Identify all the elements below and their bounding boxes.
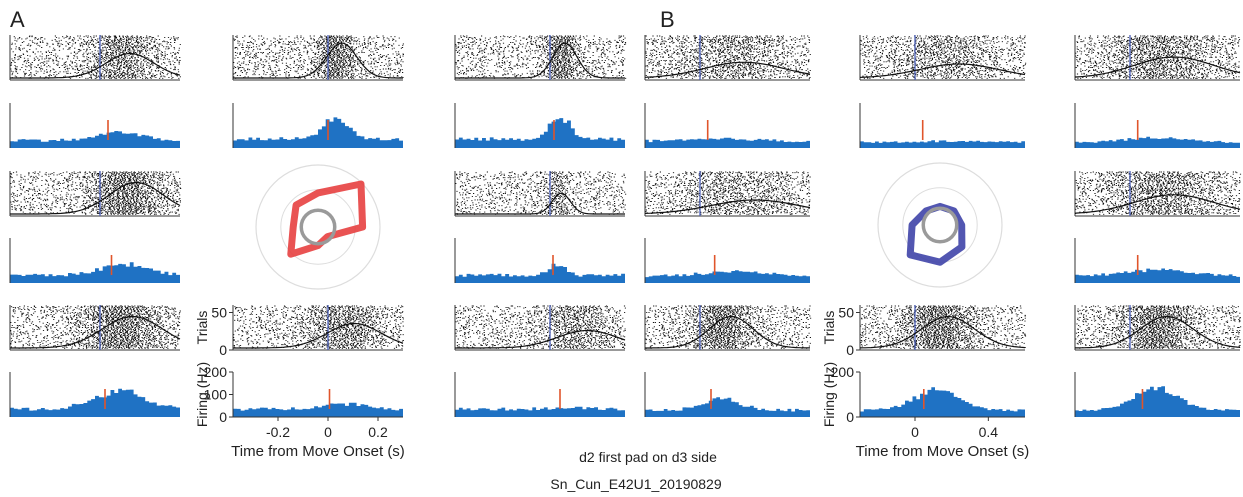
raster-spikes bbox=[1075, 305, 1242, 349]
psth-xlabel: Time from Move Onset (s) bbox=[856, 443, 1030, 460]
polar-tuning-b bbox=[877, 162, 1003, 288]
rate-curve bbox=[859, 63, 1026, 78]
psth-ytick-label: 200 bbox=[831, 364, 855, 380]
psth-bars bbox=[645, 397, 810, 417]
psth-bars bbox=[645, 270, 810, 283]
unit-B-8 bbox=[1074, 305, 1242, 417]
raster-spikes bbox=[455, 35, 627, 79]
psth-bars bbox=[233, 402, 403, 417]
psth-bars bbox=[860, 140, 1025, 148]
psth-bars bbox=[10, 262, 180, 283]
rate-curve bbox=[233, 42, 403, 79]
unit-B-3 bbox=[1074, 35, 1241, 148]
raster-spikes bbox=[10, 35, 181, 79]
raster-ytick-label: 0 bbox=[219, 342, 227, 358]
raster-ylabel: Trials bbox=[821, 311, 837, 345]
baseline-ring bbox=[299, 208, 337, 246]
raster-spikes bbox=[233, 305, 404, 349]
unit-B-4 bbox=[644, 171, 811, 283]
psth-xtick-label: 0 bbox=[911, 424, 919, 440]
psth-ytick-label: 100 bbox=[204, 387, 228, 403]
psth-bars bbox=[10, 131, 180, 148]
rate-curve bbox=[645, 315, 810, 349]
psth-xtick-label: 0.2 bbox=[368, 424, 388, 440]
raster-spikes bbox=[1075, 171, 1242, 215]
panel-label-b: B bbox=[660, 7, 675, 32]
panel-label-a: A bbox=[10, 7, 25, 32]
raster-spikes bbox=[645, 305, 812, 349]
unit-B-1 bbox=[644, 35, 811, 148]
rate-curve bbox=[859, 315, 1026, 349]
raster-ytick-label: 0 bbox=[846, 342, 854, 358]
polar-tuning-a bbox=[255, 164, 381, 290]
psth-ytick-label: 0 bbox=[846, 409, 854, 425]
rate-curve bbox=[644, 199, 811, 214]
rate-curve bbox=[644, 61, 811, 78]
raster-ytick-label: 50 bbox=[838, 305, 854, 321]
caption-title: d2 first pad on d3 side bbox=[579, 449, 717, 465]
unit-A-4 bbox=[9, 171, 182, 283]
psth-ylabel: Firing (Hz) bbox=[194, 362, 210, 427]
polar-outer-grid bbox=[877, 162, 1003, 288]
psth-bars bbox=[1075, 386, 1240, 417]
psth-bars bbox=[455, 118, 625, 148]
psth-bars bbox=[645, 137, 810, 148]
psth-xtick-label: 0 bbox=[324, 424, 332, 440]
baseline-ring bbox=[921, 206, 959, 244]
psth-bars bbox=[455, 406, 625, 417]
psth-xlabel: Time from Move Onset (s) bbox=[231, 443, 405, 460]
raster-spikes bbox=[10, 305, 181, 349]
psth-xtick-label: 0.4 bbox=[979, 424, 999, 440]
raster-spikes bbox=[455, 305, 626, 349]
raster-spikes bbox=[860, 305, 1027, 349]
psth-ylabel: Firing (Hz) bbox=[821, 362, 837, 427]
unit-B-6 bbox=[644, 305, 812, 417]
raster-spikes bbox=[1075, 35, 1241, 79]
unit-A-8 bbox=[454, 305, 626, 417]
tuning-polygon bbox=[287, 180, 367, 258]
caption-session: Sn_Cun_E42U1_20190829 bbox=[550, 476, 721, 492]
psth-bars bbox=[10, 388, 180, 417]
psth-bars bbox=[233, 117, 403, 148]
unit-A-5 bbox=[454, 171, 627, 283]
unit-A-6 bbox=[9, 305, 181, 417]
raster-ytick-label: 50 bbox=[211, 305, 227, 321]
psth-bars bbox=[455, 263, 625, 283]
rate-curve bbox=[455, 42, 625, 79]
unit-B-5 bbox=[1074, 171, 1242, 283]
rate-curve bbox=[10, 315, 181, 349]
psth-bars bbox=[1075, 268, 1240, 283]
unit-A-1 bbox=[9, 35, 181, 148]
raster-spikes bbox=[455, 171, 627, 215]
rate-curve bbox=[1074, 194, 1241, 214]
rate-curve bbox=[1074, 56, 1241, 78]
raster-ylabel: Trials bbox=[194, 311, 210, 345]
polar-outer-grid bbox=[255, 164, 381, 290]
psth-bars bbox=[860, 387, 1025, 417]
raster-spikes bbox=[860, 35, 1027, 79]
unit-A-2 bbox=[232, 35, 404, 148]
psth-xtick-label: -0.2 bbox=[266, 424, 290, 440]
psth-ytick-label: 0 bbox=[219, 409, 227, 425]
raster-spikes bbox=[645, 171, 811, 215]
rate-curve bbox=[10, 52, 181, 79]
rate-curve bbox=[1075, 315, 1241, 349]
unit-A-3 bbox=[454, 35, 627, 148]
psth-bars bbox=[1075, 136, 1240, 148]
psth-ytick-label: 200 bbox=[204, 364, 228, 380]
raster-spikes bbox=[10, 171, 182, 215]
rate-curve bbox=[10, 181, 181, 215]
rate-curve bbox=[233, 322, 404, 349]
rate-curve bbox=[455, 192, 625, 215]
raster-spikes bbox=[645, 35, 811, 79]
unit-B-2 bbox=[859, 35, 1027, 148]
rate-curve bbox=[455, 329, 626, 349]
raster-spikes bbox=[233, 35, 404, 79]
